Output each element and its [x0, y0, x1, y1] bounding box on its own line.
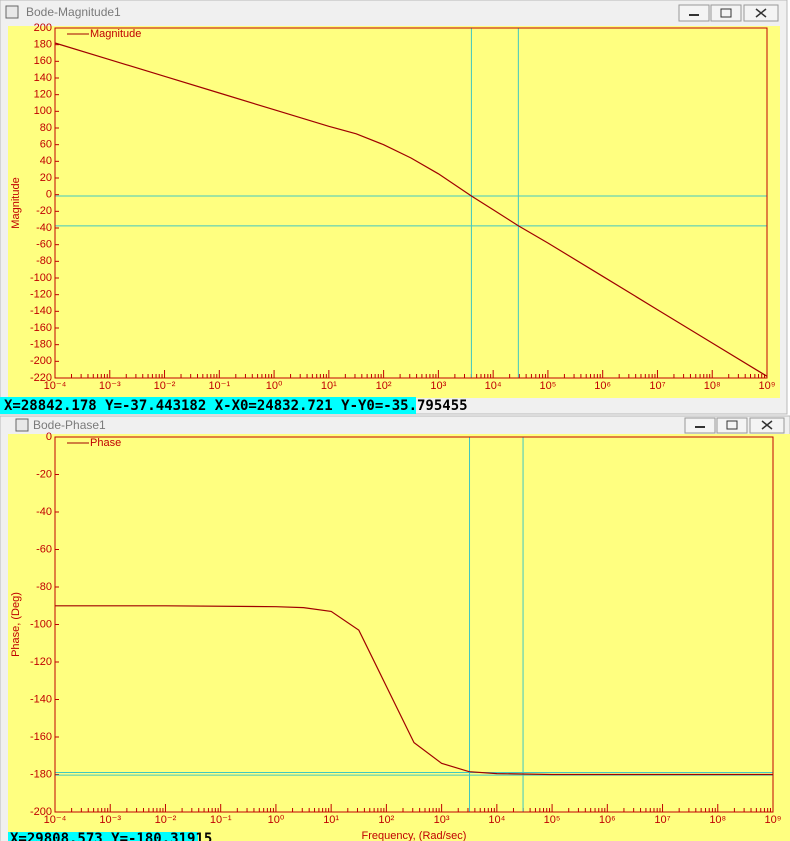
- y-tick-label: 100: [34, 105, 52, 117]
- x-axis-label: Frequency, (Rad/sec): [362, 830, 467, 841]
- window-icon: [5, 5, 19, 19]
- y-tick-label: 40: [40, 155, 52, 167]
- legend-label: Phase: [90, 437, 121, 449]
- x-tick-label: 10⁵: [540, 380, 557, 392]
- x-tick-label: 10⁻²: [155, 814, 177, 826]
- y-tick-label: -20: [36, 205, 52, 217]
- x-tick-label: 10⁷: [649, 380, 665, 392]
- x-tick-label: 10¹: [323, 814, 339, 826]
- x-tick-label: 10³: [430, 380, 446, 392]
- status-text: X=28842.178 Y=-37.443182 X-X0=24832.721 …: [4, 398, 468, 414]
- y-tick-label: 80: [40, 122, 52, 134]
- minimize-button[interactable]: [684, 417, 716, 434]
- y-tick-label: -200: [30, 806, 52, 818]
- x-tick-label: 10⁻⁴: [44, 380, 67, 392]
- plot-background: [8, 434, 790, 841]
- x-tick-label: 10⁸: [704, 380, 721, 392]
- x-tick-label: 10²: [376, 380, 392, 392]
- y-tick-label: -140: [30, 693, 52, 705]
- x-tick-label: 10⁴: [488, 814, 505, 826]
- y-tick-label: 200: [34, 22, 52, 34]
- series-line: [55, 605, 773, 776]
- x-tick-label: 10⁻⁴: [44, 814, 67, 826]
- x-tick-label: 10²: [378, 814, 394, 826]
- window-buttons[interactable]: [678, 4, 779, 22]
- plot-background: [8, 26, 780, 398]
- x-tick-label: 10⁵: [544, 814, 561, 826]
- y-tick-label: -60: [36, 239, 52, 251]
- y-tick-label: -40: [36, 506, 52, 518]
- x-tick-label: 10³: [434, 814, 450, 826]
- maximize-glyph: [726, 420, 738, 430]
- window-title: Bode-Phase1: [33, 418, 106, 432]
- plot-frame: [54, 436, 774, 813]
- y-tick-label: 160: [34, 55, 52, 67]
- window-title: Bode-Magnitude1: [26, 5, 121, 19]
- plot-frame: [54, 27, 768, 379]
- x-tick-label: 10⁹: [765, 814, 782, 826]
- y-tick-label: -80: [36, 255, 52, 267]
- y-tick-label: -120: [30, 289, 52, 301]
- y-tick-label: 120: [34, 89, 52, 101]
- y-axis-label: Phase, (Deg): [10, 592, 22, 657]
- y-tick-label: 60: [40, 139, 52, 151]
- series-line: [54, 42, 768, 377]
- x-tick-label: 10⁰: [266, 380, 283, 392]
- y-tick-label: -180: [30, 339, 52, 351]
- y-tick-label: -100: [30, 272, 52, 284]
- y-tick-label: -160: [30, 731, 52, 743]
- y-axis-label: Magnitude: [10, 177, 22, 228]
- y-tick-label: 20: [40, 172, 52, 184]
- maximize-glyph: [720, 8, 732, 18]
- window-icon: [15, 418, 29, 432]
- y-tick-label: -120: [30, 656, 52, 668]
- x-tick-label: 10⁶: [599, 814, 616, 826]
- x-tick-label: 10⁻³: [99, 380, 121, 392]
- x-tick-label: 10⁻¹: [208, 380, 230, 392]
- status-background: [0, 397, 416, 414]
- x-tick-label: 10⁸: [709, 814, 726, 826]
- x-tick-label: 10⁷: [654, 814, 670, 826]
- x-tick-label: 10⁻²: [154, 380, 176, 392]
- maximize-button[interactable]: [710, 4, 742, 22]
- x-tick-label: 10⁰: [268, 814, 285, 826]
- y-tick-label: -200: [30, 355, 52, 367]
- y-tick-label: -100: [30, 618, 52, 630]
- y-tick-label: -220: [30, 372, 52, 384]
- y-tick-label: 0: [46, 189, 52, 201]
- x-tick-label: 10⁹: [759, 380, 776, 392]
- minimize-button[interactable]: [678, 4, 710, 22]
- maximize-button[interactable]: [716, 417, 748, 434]
- y-tick-label: -60: [36, 543, 52, 555]
- y-tick-label: -20: [36, 468, 52, 480]
- x-tick-label: 10¹: [321, 380, 337, 392]
- close-glyph: [755, 8, 767, 18]
- legend-label: Magnitude: [90, 28, 141, 40]
- y-tick-label: -180: [30, 768, 52, 780]
- window-buttons[interactable]: [684, 417, 785, 434]
- x-tick-label: 10⁻¹: [210, 814, 232, 826]
- status-text: X=29808.573 Y=-180.31915: [10, 831, 212, 841]
- x-tick-label: 10⁻³: [99, 814, 121, 826]
- y-tick-label: -40: [36, 222, 52, 234]
- y-tick-label: -160: [30, 322, 52, 334]
- y-tick-label: 0: [46, 431, 52, 443]
- y-tick-label: 140: [34, 72, 52, 84]
- close-glyph: [761, 420, 773, 430]
- x-tick-label: 10⁴: [485, 380, 502, 392]
- y-tick-label: -80: [36, 581, 52, 593]
- y-tick-label: -140: [30, 305, 52, 317]
- status-background: [8, 832, 198, 841]
- x-tick-label: 10⁶: [594, 380, 611, 392]
- y-tick-label: 180: [34, 39, 52, 51]
